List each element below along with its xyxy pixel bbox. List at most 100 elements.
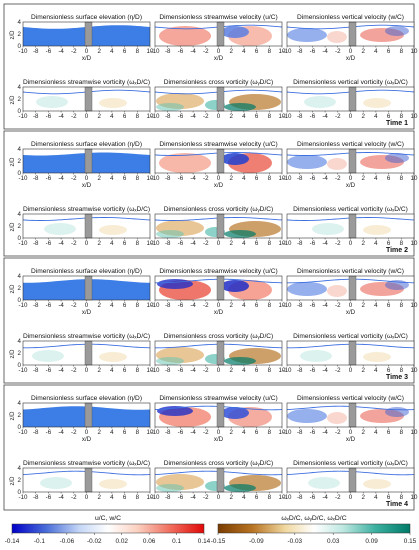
x-tick-label: 8 [268, 494, 272, 501]
colorbar-tick-label: -0.02 [87, 538, 102, 545]
x-tick-label: 10 [279, 113, 286, 120]
x-tick-label: 6 [255, 429, 259, 436]
x-tick-label: 10 [147, 240, 154, 247]
x-tick-label: -4 [190, 429, 196, 436]
x-tick-label: -10 [151, 367, 161, 374]
x-tick-label: 0 [349, 113, 353, 120]
x-tick-label: 2 [97, 175, 101, 182]
x-tick-label: 4 [374, 494, 378, 501]
x-tick-label: 6 [255, 240, 259, 247]
x-tick-label: 10 [147, 302, 154, 309]
x-tick-label: -4 [190, 302, 196, 309]
panel-title: Dimensionless surface elevation (η/D) [31, 14, 142, 21]
x-tick-label: -2 [203, 175, 209, 182]
pillar [348, 275, 357, 301]
x-tick-label: -10 [151, 240, 161, 247]
field-blob [156, 484, 184, 492]
x-tick-label: 0 [349, 48, 353, 55]
field-blob [363, 479, 391, 489]
y-tick-label: 0 [18, 489, 22, 496]
x-tick-label: -6 [178, 240, 184, 247]
y-tick-label: 2 [18, 350, 22, 357]
x-tick-label: 10 [411, 429, 418, 436]
x-tick-label: 8 [136, 175, 140, 182]
x-tick-label: 4 [110, 494, 114, 501]
x-tick-label: 6 [123, 429, 127, 436]
y-tick-label: 2 [18, 285, 22, 292]
x-axis-label: x/D [346, 309, 356, 316]
x-tick-label: -8 [297, 367, 303, 374]
panel-plot: -10 -8 -6 -4 -2 0 2 4 6 8 10 [283, 86, 418, 120]
x-tick-label: 8 [400, 302, 404, 309]
x-tick-label: -10 [151, 429, 161, 436]
x-tick-label: -2 [71, 302, 77, 309]
y-tick-label: 4 [18, 211, 22, 218]
x-axis-label: x/D [82, 55, 92, 62]
y-tick-label: 4 [18, 400, 22, 407]
x-tick-label: 6 [387, 48, 391, 55]
x-tick-label: 0 [349, 429, 353, 436]
x-tick-label: 6 [387, 367, 391, 374]
x-tick-label: -8 [165, 494, 171, 501]
x-tick-label: 2 [229, 113, 233, 120]
x-tick-label: -8 [297, 113, 303, 120]
x-tick-label: -2 [203, 494, 209, 501]
field-blob [221, 26, 249, 38]
colorbar-tick-label: 0.06 [143, 538, 156, 545]
x-tick-label: -4 [58, 367, 64, 374]
pillar [348, 402, 357, 428]
x-tick-label: 10 [411, 48, 418, 55]
x-tick-label: -4 [58, 429, 64, 436]
x-tick-label: 4 [242, 429, 246, 436]
x-tick-label: -10 [151, 48, 161, 55]
x-tick-label: 6 [123, 113, 127, 120]
y-axis-label: z/D [10, 284, 16, 294]
x-tick-label: 0 [85, 302, 89, 309]
x-tick-label: -6 [310, 48, 316, 55]
x-tick-label: 10 [279, 494, 286, 501]
panel-plot: -10 -8 -6 -4 -2 0 2 4 6 8 10 [151, 21, 286, 55]
panel-title: Dimensionless streamwise velocity (u/C) [159, 268, 277, 275]
x-tick-label: -2 [335, 240, 341, 247]
x-tick-label: -6 [46, 48, 52, 55]
x-tick-label: 10 [411, 494, 418, 501]
x-tick-label: -8 [165, 175, 171, 182]
x-tick-label: -6 [46, 113, 52, 120]
panel-title: Dimensionless cross vorticity (ωᵧD/C) [164, 79, 274, 86]
x-tick-label: 4 [110, 367, 114, 374]
x-tick-label: 2 [361, 494, 365, 501]
field-blob [99, 352, 127, 362]
x-axis-label: x/D [82, 436, 92, 443]
x-tick-label: 8 [136, 113, 140, 120]
y-tick-label: 4 [18, 19, 22, 26]
x-tick-label: 8 [268, 367, 272, 374]
field-blob [221, 280, 249, 292]
x-tick-label: -6 [310, 175, 316, 182]
x-tick-label: 4 [110, 429, 114, 436]
colorbar-tick-label: -0.14 [5, 538, 20, 545]
pillar [216, 467, 225, 493]
x-tick-label: 2 [361, 302, 365, 309]
x-tick-label: -4 [190, 494, 196, 501]
x-tick-label: -6 [178, 113, 184, 120]
x-tick-label: -10 [151, 113, 161, 120]
x-tick-label: 8 [400, 367, 404, 374]
x-tick-label: -8 [297, 240, 303, 247]
x-tick-label: -8 [297, 175, 303, 182]
x-tick-label: -4 [58, 240, 64, 247]
group-frame [3, 257, 415, 384]
x-tick-label: 10 [279, 175, 286, 182]
x-tick-label: 8 [136, 367, 140, 374]
x-axis-label: x/D [346, 436, 356, 443]
panel-title: Dimensionless streamwise vorticity (ωₓD/… [23, 79, 150, 86]
colorbar-label: ωₓD/C, ωᵧD/C, ωₓD/C [281, 515, 346, 522]
x-tick-label: -4 [58, 302, 64, 309]
x-tick-label: 0 [217, 494, 221, 501]
field-blob [224, 230, 256, 238]
x-tick-label: 4 [242, 302, 246, 309]
panel-plot: -10 -8 -6 -4 -2 0 2 4 6 8 10 [151, 275, 286, 309]
x-tick-label: 4 [374, 429, 378, 436]
